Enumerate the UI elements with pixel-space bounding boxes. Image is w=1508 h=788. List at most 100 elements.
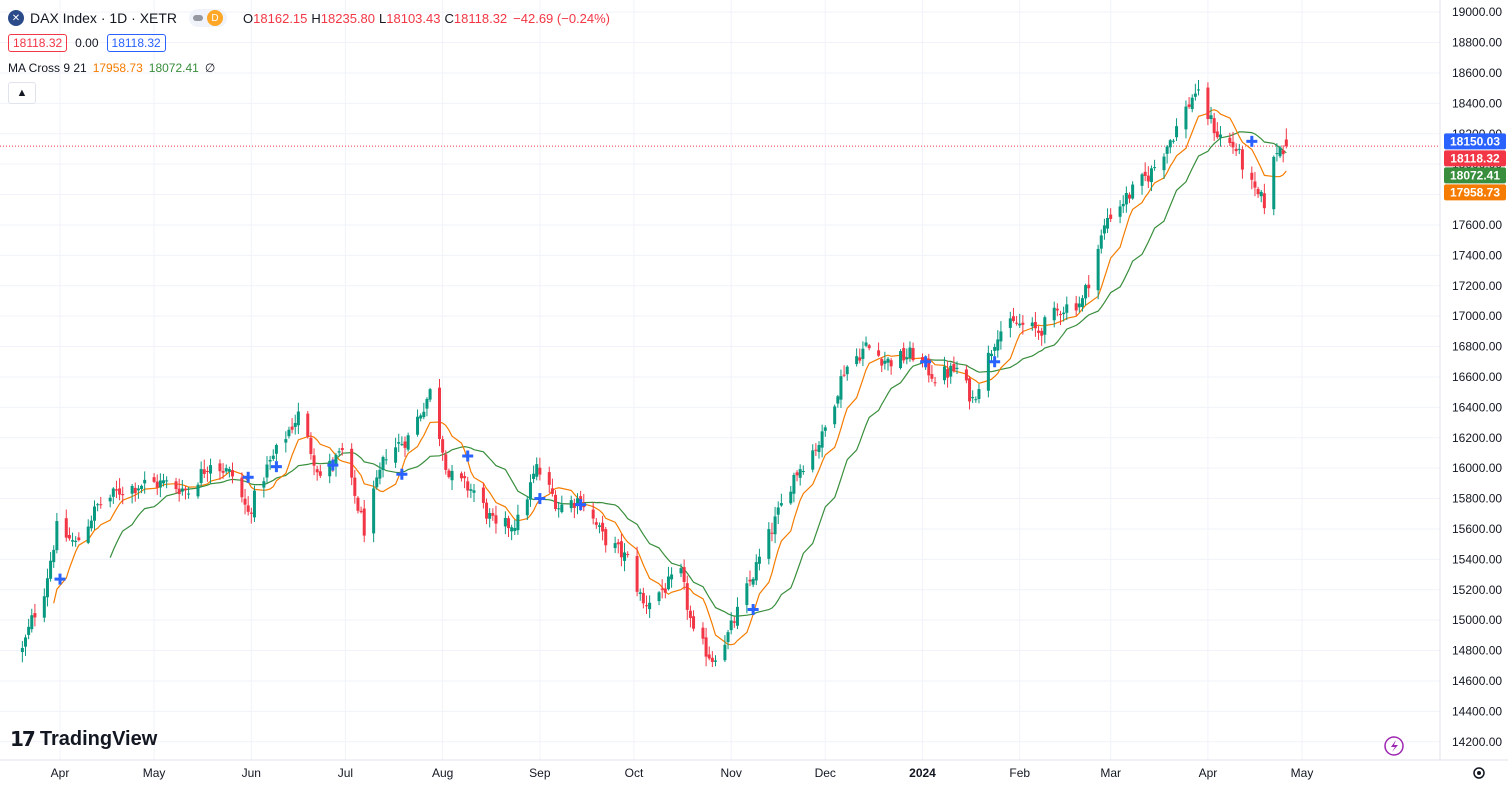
candle[interactable] (381, 455, 385, 478)
candle[interactable] (1171, 138, 1175, 144)
candle[interactable] (732, 616, 736, 628)
candle[interactable] (1272, 155, 1276, 216)
candle[interactable] (591, 502, 595, 525)
candle[interactable] (296, 402, 300, 434)
candle[interactable] (463, 471, 467, 489)
candle[interactable] (384, 449, 388, 465)
candle[interactable] (33, 603, 37, 627)
candle[interactable] (933, 376, 937, 387)
candle[interactable] (86, 519, 90, 545)
candle[interactable] (271, 449, 275, 461)
candle[interactable] (1250, 166, 1254, 190)
candle[interactable] (516, 504, 520, 535)
candle[interactable] (1253, 171, 1257, 197)
candle[interactable] (513, 519, 517, 535)
candle[interactable] (1153, 159, 1157, 171)
candle[interactable] (616, 539, 620, 554)
candle[interactable] (754, 554, 758, 586)
candle[interactable] (284, 431, 288, 453)
candle[interactable] (1231, 131, 1235, 154)
candle[interactable] (165, 476, 169, 489)
candle[interactable] (1087, 275, 1091, 298)
candle[interactable] (359, 506, 363, 514)
candle[interactable] (663, 583, 667, 599)
candle[interactable] (864, 336, 868, 348)
candle[interactable] (1168, 138, 1172, 154)
candle[interactable] (375, 470, 379, 490)
candle[interactable] (858, 348, 862, 364)
candle[interactable] (246, 496, 250, 516)
candle[interactable] (1190, 94, 1194, 113)
candle[interactable] (1193, 83, 1197, 101)
candle[interactable] (52, 545, 56, 568)
candle[interactable] (494, 505, 498, 534)
candle[interactable] (1281, 145, 1285, 163)
candle[interactable] (459, 471, 463, 482)
candle[interactable] (202, 459, 206, 479)
candle[interactable] (623, 543, 627, 572)
candle[interactable] (397, 433, 401, 453)
candle[interactable] (955, 361, 959, 375)
candle[interactable] (27, 618, 31, 640)
candle[interactable] (836, 394, 840, 408)
candle[interactable] (1055, 303, 1059, 317)
candle[interactable] (340, 443, 344, 456)
candle[interactable] (795, 470, 799, 482)
candle[interactable] (597, 522, 601, 534)
candle[interactable] (1165, 145, 1169, 164)
candle[interactable] (196, 482, 200, 499)
candle[interactable] (180, 479, 184, 496)
symbol-title[interactable]: DAX Index · 1D · XETR (30, 10, 178, 26)
candle[interactable] (1077, 296, 1081, 313)
candle[interactable] (886, 356, 890, 371)
candle[interactable] (118, 478, 122, 501)
candle[interactable] (99, 496, 103, 509)
candle[interactable] (1184, 100, 1188, 139)
candle[interactable] (1106, 208, 1110, 234)
candle[interactable] (688, 605, 692, 628)
candle[interactable] (773, 506, 777, 544)
candle[interactable] (798, 464, 802, 486)
candle[interactable] (1109, 208, 1113, 223)
candle[interactable] (243, 488, 247, 515)
candle[interactable] (287, 426, 291, 439)
candle[interactable] (1162, 153, 1166, 180)
bolt-icon[interactable] (1384, 736, 1404, 756)
candle[interactable] (820, 424, 824, 458)
candle[interactable] (748, 570, 752, 587)
candle[interactable] (660, 579, 664, 599)
candle[interactable] (845, 365, 849, 381)
candle[interactable] (1175, 118, 1179, 142)
candle[interactable] (469, 483, 473, 498)
candle[interactable] (735, 597, 739, 630)
candle[interactable] (1040, 327, 1044, 346)
candle[interactable] (416, 409, 420, 437)
candle[interactable] (328, 453, 332, 484)
price-axis[interactable]: 14200.00 14400.00 14600.00 14800.00 15000.00… (1439, 0, 1502, 760)
candle[interactable] (547, 466, 551, 493)
candle[interactable] (1256, 186, 1260, 198)
candle[interactable] (1146, 166, 1150, 189)
candle[interactable] (964, 365, 968, 384)
candle[interactable] (510, 524, 514, 541)
candle[interactable] (252, 485, 256, 523)
candle[interactable] (1080, 295, 1084, 312)
candle[interactable] (814, 443, 818, 456)
candle[interactable] (491, 508, 495, 521)
candle[interactable] (42, 588, 46, 623)
candle[interactable] (403, 436, 407, 457)
candle[interactable] (745, 577, 749, 614)
candle[interactable] (789, 485, 793, 505)
candle[interactable] (1237, 143, 1241, 155)
candle[interactable] (488, 508, 492, 528)
candle[interactable] (274, 443, 278, 461)
candle[interactable] (422, 402, 426, 420)
candle[interactable] (1008, 311, 1012, 338)
candle[interactable] (309, 432, 313, 460)
candle[interactable] (130, 483, 134, 504)
candle[interactable] (666, 566, 670, 591)
candle[interactable] (601, 515, 605, 541)
candle[interactable] (265, 456, 269, 483)
candle[interactable] (554, 490, 558, 512)
